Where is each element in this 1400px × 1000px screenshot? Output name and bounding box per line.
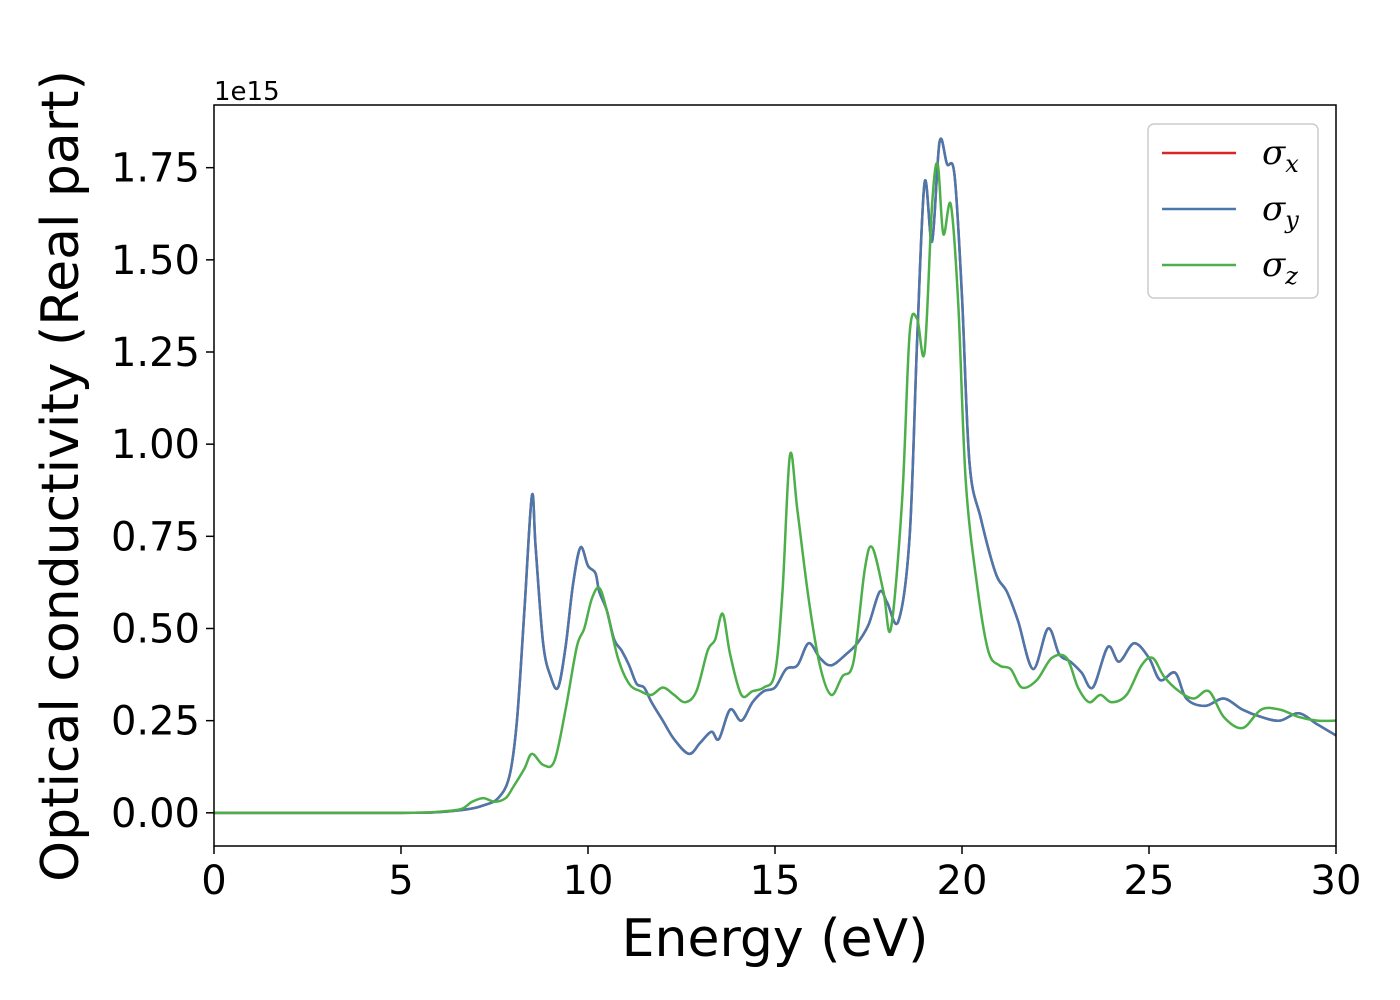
series-layer [214, 137, 1336, 815]
y-tick-label: 0.50 [111, 606, 200, 652]
y-tick-label: 0.00 [111, 791, 200, 837]
legend-box [1147, 123, 1319, 299]
y-axis-ticks: 0.00 0.25 0.50 0.75 1.00 1.25 1.50 1.75 [111, 146, 214, 837]
y-tick-label: 1.75 [111, 146, 200, 192]
y-tick-label: 1.25 [111, 330, 200, 376]
x-tick-label: 25 [1124, 858, 1175, 904]
x-axis-label: Energy (eV) [622, 909, 929, 969]
x-tick-label: 15 [750, 858, 801, 904]
series-line-sigma-z [214, 161, 1336, 815]
y-axis-offset-label: 1e15 [214, 77, 280, 107]
x-axis-ticks: 0 5 10 15 20 25 30 [201, 846, 1361, 904]
y-tick-label: 1.50 [111, 238, 200, 284]
x-tick-label: 30 [1311, 858, 1362, 904]
x-tick-label: 5 [388, 858, 413, 904]
x-tick-label: 0 [201, 858, 226, 904]
y-tick-label: 0.75 [111, 514, 200, 560]
x-tick-label: 10 [563, 858, 614, 904]
y-tick-label: 1.00 [111, 422, 200, 468]
y-tick-label: 0.25 [111, 699, 200, 745]
y-axis-label: Optical conductivity (Real part) [31, 70, 91, 882]
x-tick-label: 20 [937, 858, 988, 904]
series-line-sigma-y [214, 137, 1336, 815]
